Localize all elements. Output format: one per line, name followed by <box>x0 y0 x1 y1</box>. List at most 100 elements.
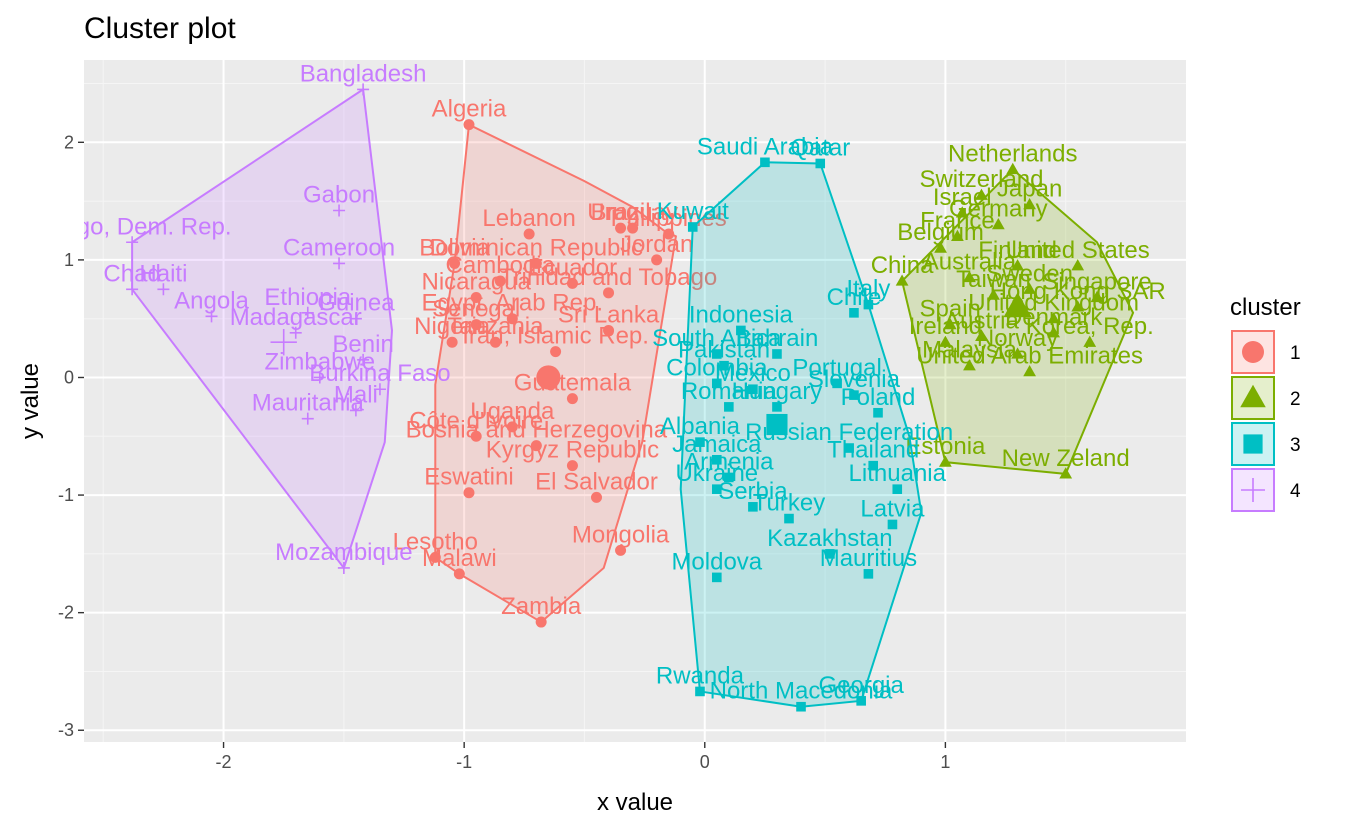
cluster-3-point <box>815 158 826 169</box>
point-label: Israel <box>933 184 992 211</box>
point-label: Brazil <box>591 199 651 226</box>
point-label: El Salvador <box>535 468 658 495</box>
point-label: Zambia <box>501 593 582 620</box>
cluster-1-point <box>627 222 639 234</box>
cluster-1-point <box>651 254 663 266</box>
cluster-2-point <box>1023 198 1036 210</box>
cluster-2-point <box>1047 312 1061 324</box>
point-label: Lesotho <box>393 528 478 555</box>
point-label: Georgia <box>818 672 904 699</box>
cluster-2-point <box>1071 259 1085 271</box>
cluster-4-point <box>205 310 218 323</box>
cluster-3-point <box>724 402 734 412</box>
cluster-2-point <box>951 229 964 241</box>
grid-major <box>84 60 1186 742</box>
point-label: Burkina Faso <box>309 360 450 387</box>
cluster-4-point <box>313 371 326 384</box>
cluster-3-point <box>719 360 729 371</box>
cluster-3-point <box>844 443 854 453</box>
cluster-3-point <box>868 460 879 471</box>
y-tick-label: 0 <box>64 367 74 387</box>
cluster-3-point <box>863 299 874 310</box>
point-label: Ecuador <box>528 254 617 281</box>
cluster-1-point <box>446 336 458 348</box>
point-label: Mauritius <box>820 545 917 572</box>
point-label: Tanzania <box>447 313 544 340</box>
point-label: Nicaragua <box>421 269 531 296</box>
point-label: Poland <box>841 384 916 411</box>
cluster-3-point <box>724 472 734 483</box>
point-label: Dominican Republic <box>430 234 643 261</box>
point-label: Ethiopia <box>264 284 351 311</box>
cluster-1-point <box>523 228 535 240</box>
cluster-3-point <box>892 484 903 494</box>
point-label: Uruguay <box>587 199 678 226</box>
cluster-1-point <box>530 440 542 452</box>
point-label: Saudi Arabia <box>697 133 834 160</box>
cluster-2-point <box>939 335 952 347</box>
point-label: Serbia <box>718 478 788 505</box>
cluster-3-point <box>760 157 770 168</box>
legend-item-3: 3 <box>1231 422 1301 466</box>
point-label: Australia <box>923 249 1017 276</box>
point-label: Trinidad and Tobago <box>500 264 718 291</box>
cluster-4-point <box>301 412 314 425</box>
cluster-1-point <box>566 460 578 472</box>
cluster-2-point <box>955 206 969 218</box>
cluster-2-point <box>1090 290 1104 303</box>
x-axis: -2 -1 0 1 <box>216 742 950 772</box>
point-label: Albania <box>660 413 741 440</box>
cluster-1-point <box>506 421 518 433</box>
point-label: Malaysia <box>922 337 1017 364</box>
y-tick-label: -3 <box>58 720 74 740</box>
point-label: Jamaica <box>672 431 762 458</box>
point-label: Norway <box>977 325 1058 352</box>
cluster-3-point <box>695 437 705 447</box>
cluster-3-point <box>712 378 722 389</box>
cluster-2-point <box>1083 335 1097 347</box>
point-label: Jordan <box>620 231 693 258</box>
cluster-1-point <box>470 292 482 304</box>
point-label: Netherlands <box>948 140 1077 167</box>
cluster-1-point <box>530 257 542 269</box>
point-label: United States <box>1006 237 1150 264</box>
point-label: Mexico <box>715 360 791 387</box>
cluster-1-point <box>591 491 603 503</box>
cluster-3-point <box>748 384 758 395</box>
cluster-1-point <box>566 277 578 289</box>
legend-item-2: 2 <box>1231 376 1301 420</box>
x-tick-label: -1 <box>456 752 472 772</box>
legend-symbol-3 <box>1243 434 1263 454</box>
cluster-4: Bangladesh Gabon Congo, Dem. Rep. Cameroon C… <box>84 60 451 574</box>
cluster-2-point <box>939 455 952 467</box>
cluster-2-point <box>1011 347 1024 359</box>
y-tick-label: -1 <box>58 485 74 505</box>
cluster-4-point <box>301 306 314 319</box>
cluster-3-point <box>784 513 794 524</box>
point-label: Germany <box>949 196 1048 223</box>
point-label: Philippines <box>611 205 727 232</box>
cluster-3-point <box>736 325 746 336</box>
cluster-1-point <box>566 393 578 405</box>
y-tick-label: -2 <box>58 603 74 623</box>
x-tick-label: 0 <box>700 752 710 772</box>
point-label: Switzerland <box>919 166 1043 193</box>
point-label: Côte d'Ivoire <box>409 407 543 434</box>
y-tick-label: 1 <box>64 250 74 270</box>
point-label: Lebanon <box>482 205 575 232</box>
cluster-4-point <box>333 257 346 270</box>
cluster-3-point <box>712 572 722 583</box>
cluster-3-centroid <box>766 413 788 436</box>
cluster-4-point <box>126 236 139 249</box>
point-label: Slovenia <box>808 366 901 393</box>
point-label: Cambodia <box>446 252 556 279</box>
point-label: Finland <box>978 237 1057 264</box>
point-label: Hungary <box>732 378 823 405</box>
cluster-2-point <box>1011 259 1024 271</box>
point-label: Armenia <box>684 448 774 475</box>
point-label: Estonia <box>905 433 986 460</box>
point-label: Mauritania <box>252 390 365 417</box>
cluster-3-point <box>772 402 782 412</box>
